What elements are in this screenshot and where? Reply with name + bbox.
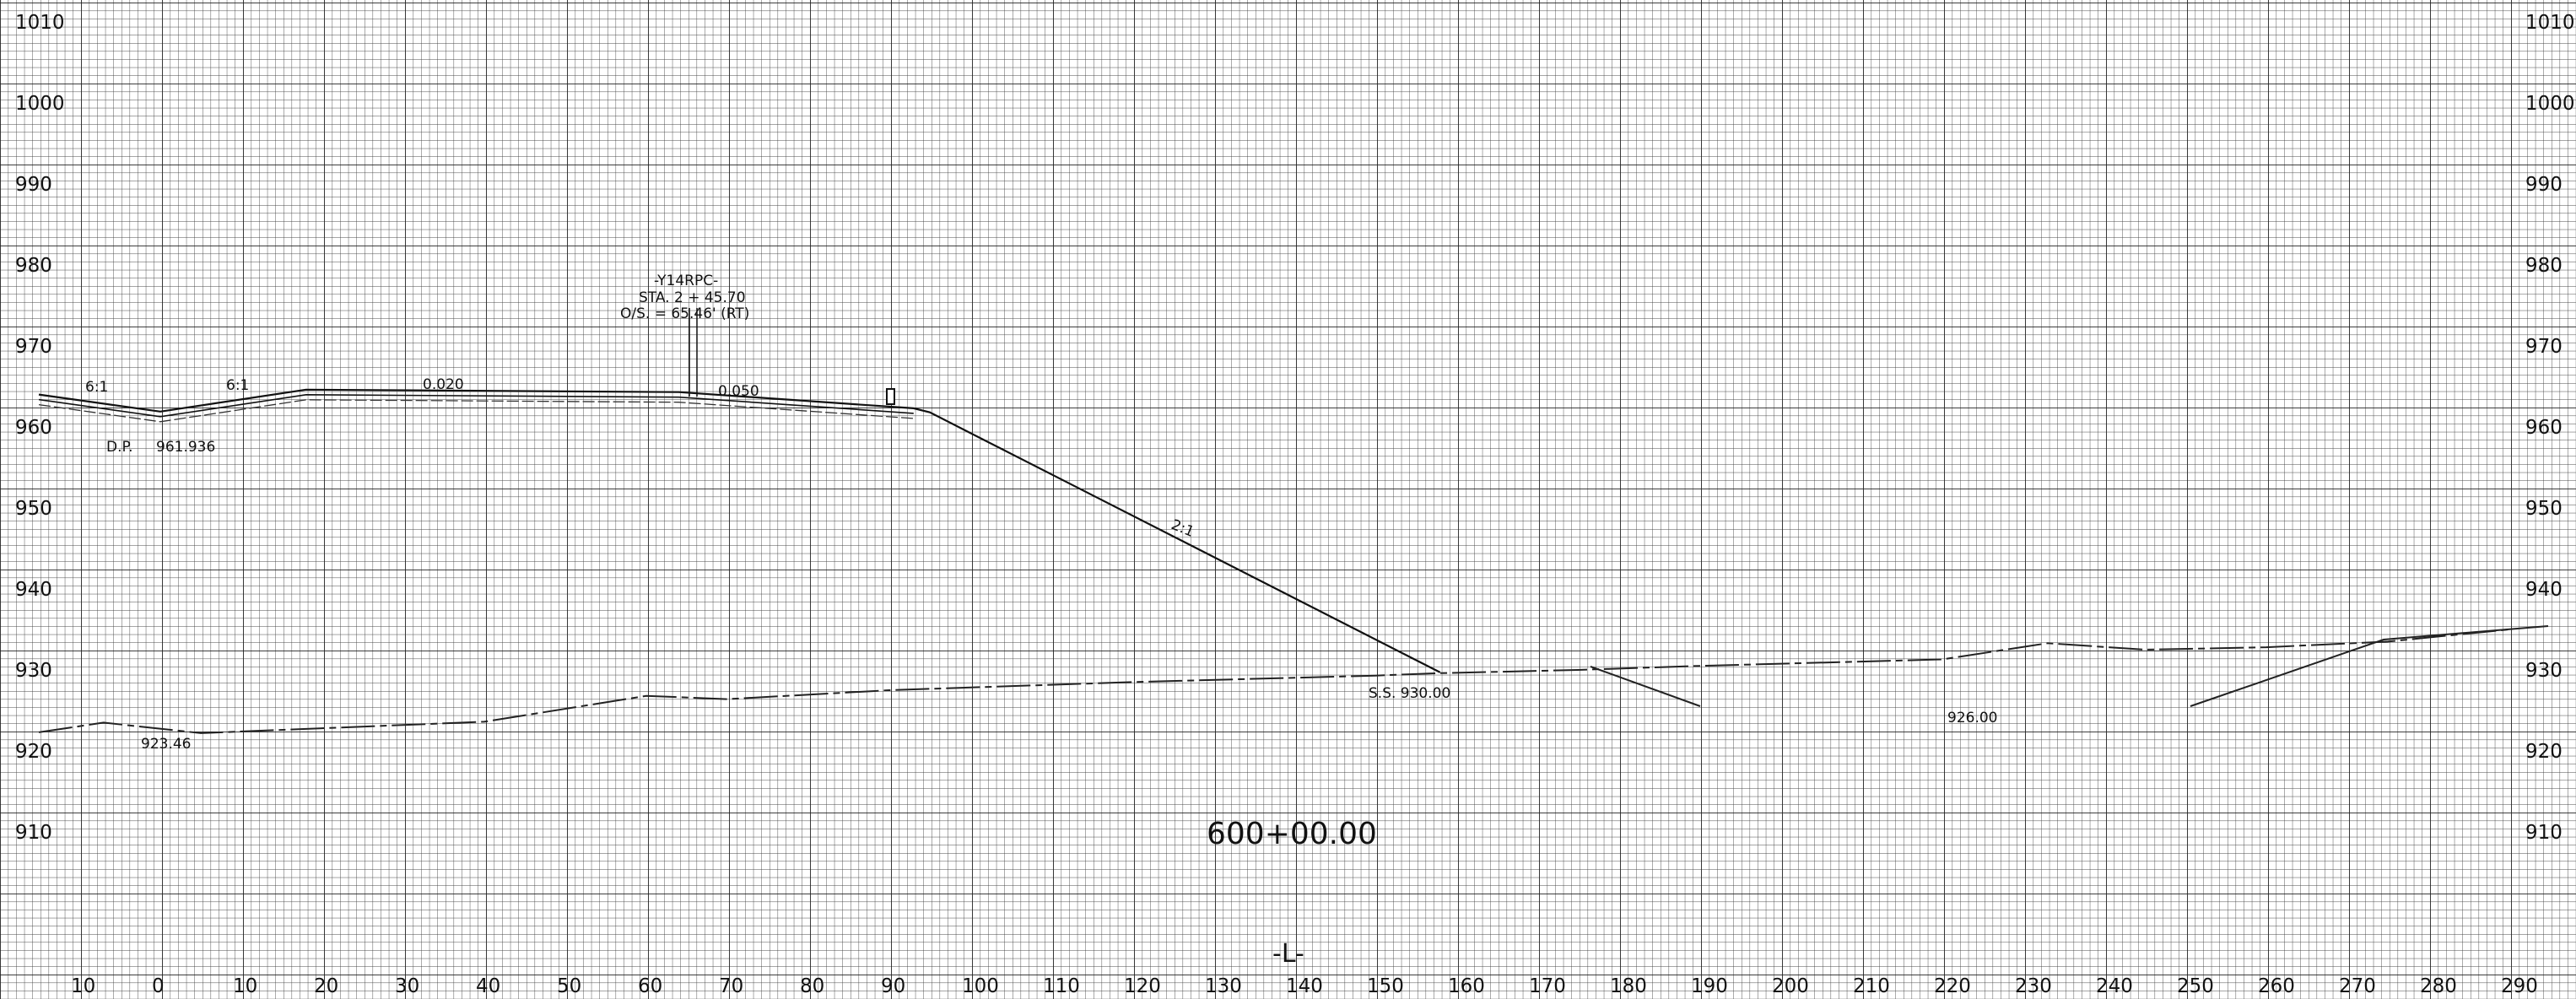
elevation-tick-label: 930 (15, 660, 52, 682)
slope-ratio-left-2: 6:1 (226, 377, 249, 394)
elevation-tick-label: 910 (2525, 822, 2562, 844)
proposed-subgrade-line (38, 393, 914, 418)
offset-tick-label: 50 (557, 975, 581, 997)
offset-tick-label: 130 (1205, 975, 1242, 997)
offset-tick-label: 170 (1529, 975, 1566, 997)
offset-tick-label: 40 (476, 975, 500, 997)
offset-tick-label: 210 (1853, 975, 1890, 997)
ground-trace-right-1 (1590, 666, 1701, 707)
offset-tick-label: 110 (1043, 975, 1080, 997)
elevation-tick-label: 940 (2525, 579, 2562, 601)
elevation-axis-left: 1010 1000 990 980 970 960 950 940 930 920 910 (15, 12, 65, 844)
alignment-label: -L- (1272, 939, 1304, 969)
offset-tick-label: 0 (152, 975, 165, 997)
offset-tick-label: 180 (1610, 975, 1647, 997)
cross-slope-2: 0.050 (718, 383, 759, 400)
elevation-tick-label: 940 (15, 579, 52, 601)
offset-tick-label: 70 (719, 975, 743, 997)
ground-elevation-left: 923.46 (141, 736, 191, 753)
slope-stake-label: S.S. 930.00 (1369, 685, 1450, 702)
offset-tick-label: 20 (314, 975, 338, 997)
elevation-tick-label: 1010 (15, 12, 65, 34)
offset-axis: 10 0 10 20 30 40 50 60 70 80 90 100 110 120 130 140 150 1… (71, 975, 2538, 997)
elevation-tick-label: 990 (2525, 174, 2562, 196)
offset-tick-label: 200 (1772, 975, 1809, 997)
slope-ratio-left-1: 6:1 (85, 379, 108, 396)
offset-tick-label: 220 (1934, 975, 1971, 997)
elevation-tick-label: 960 (15, 417, 52, 439)
elevation-tick-label: 980 (2525, 255, 2562, 277)
elevation-tick-label: 1000 (2525, 93, 2575, 115)
offset-tick-label: 250 (2177, 975, 2214, 997)
elevation-tick-label: 920 (15, 741, 52, 763)
offset-tick-label: 100 (962, 975, 999, 997)
control-point-name: -Y14RPC- (654, 273, 718, 289)
ground-elevation-right: 926.00 (1947, 710, 1997, 726)
offset-tick-label: 10 (233, 975, 257, 997)
station-title: 600+00.00 (1207, 817, 1377, 851)
offset-tick-label: 90 (881, 975, 905, 997)
offset-tick-label: 260 (2258, 975, 2295, 997)
offset-tick-label: 270 (2339, 975, 2376, 997)
cross-slope-1: 0.020 (423, 376, 464, 393)
proposed-template-line (38, 388, 1441, 673)
ground-trace-right-2 (2190, 625, 2549, 707)
control-point-station: STA. 2 + 45.70 (639, 289, 746, 306)
elevation-tick-label: 970 (2525, 336, 2562, 358)
offset-tick-label: 280 (2420, 975, 2457, 997)
elevation-tick-label: 980 (15, 255, 52, 277)
proposed-base-line (38, 399, 914, 423)
elevation-tick-label: 960 (2525, 417, 2562, 439)
ditch-point-elevation: 961.936 (156, 439, 215, 456)
elevation-tick-label: 950 (15, 498, 52, 520)
elevation-tick-label: 920 (2525, 741, 2562, 763)
offset-tick-label: 160 (1448, 975, 1485, 997)
offset-tick-label: 10 (71, 975, 95, 997)
control-point-offset: O/S. = 65.46' (RT) (620, 305, 749, 322)
elevation-axis-right: 1010 1000 990 980 970 960 950 940 930 920 910 (2525, 12, 2575, 844)
offset-tick-label: 240 (2096, 975, 2133, 997)
offset-tick-label: 290 (2501, 975, 2538, 997)
elevation-tick-label: 1000 (15, 93, 65, 115)
offset-tick-label: 60 (638, 975, 662, 997)
elevation-tick-label: 990 (15, 174, 52, 196)
offset-tick-label: 120 (1124, 975, 1161, 997)
offset-tick-label: 230 (2015, 975, 2052, 997)
guardrail-post-symbol (886, 388, 895, 405)
elevation-tick-label: 1010 (2525, 12, 2575, 34)
elevation-tick-label: 930 (2525, 660, 2562, 682)
offset-tick-label: 80 (800, 975, 824, 997)
offset-tick-label: 30 (395, 975, 419, 997)
offset-tick-label: 150 (1367, 975, 1404, 997)
offset-tick-label: 140 (1286, 975, 1323, 997)
elevation-tick-label: 910 (15, 822, 52, 844)
offset-tick-label: 190 (1691, 975, 1728, 997)
existing-ground-line (38, 629, 2510, 734)
elevation-tick-label: 970 (15, 336, 52, 358)
ditch-point-label: D.P. (106, 439, 133, 456)
elevation-tick-label: 950 (2525, 498, 2562, 520)
